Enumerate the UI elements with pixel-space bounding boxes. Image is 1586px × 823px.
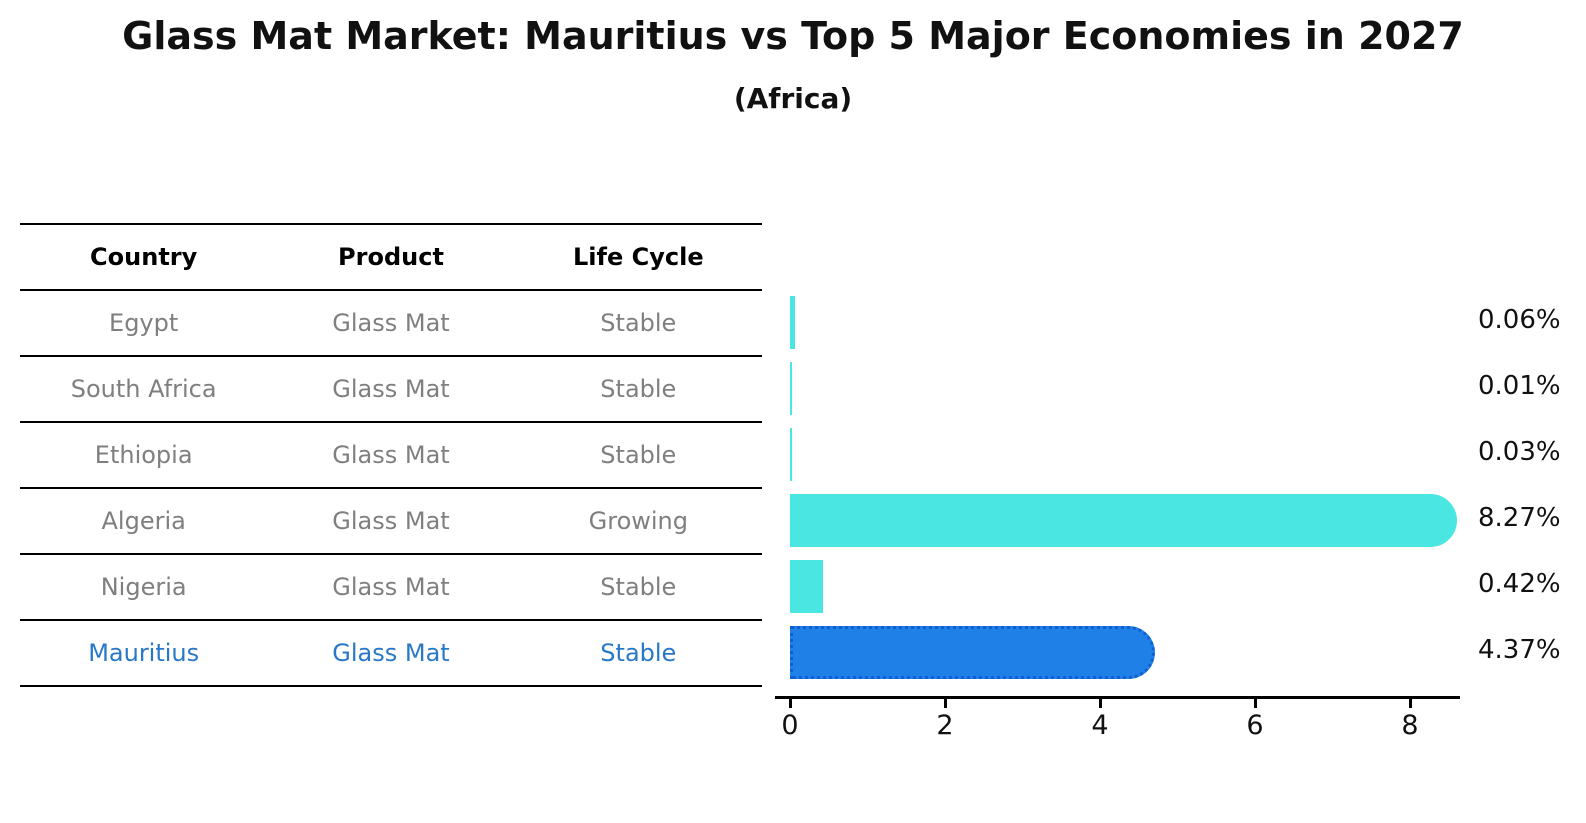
table-row-mauritius-cell-0: Mauritius	[88, 639, 200, 667]
table-row-south-africa: South Africa Glass Mat Stable	[20, 355, 762, 421]
country-table: Country Product Life Cycle Egypt Glass Mat St…	[20, 223, 762, 687]
table-row-ethiopia-cell-2: Stable	[600, 441, 677, 469]
table-row-mauritius-cell-2: Stable	[600, 639, 677, 667]
table-row-nigeria-cell-1: Glass Mat	[332, 573, 450, 601]
table-row-algeria: Algeria Glass Mat Growing	[20, 487, 762, 553]
x-tick-label-4: 4	[1091, 710, 1109, 741]
bar-ethiopia	[790, 427, 793, 481]
x-axis-spine	[775, 696, 1460, 699]
table-row-mauritius-cell-1: Glass Mat	[332, 639, 450, 667]
bar-egypt	[790, 295, 795, 349]
chart-title: Glass Mat Market: Mauritius vs Top 5 Maj…	[122, 14, 1464, 58]
x-tick-label-0: 0	[781, 710, 799, 741]
table-row-nigeria-cell-2: Stable	[600, 573, 677, 601]
bar-mauritius	[790, 625, 1155, 679]
table-row-mauritius: Mauritius Glass Mat Stable	[20, 619, 762, 685]
table-row-algeria-cell-1: Glass Mat	[332, 507, 450, 535]
value-label-egypt: 0.06%	[1478, 305, 1561, 335]
table-row-ethiopia-cell-1: Glass Mat	[332, 441, 450, 469]
table-row-south-africa-cell-0: South Africa	[70, 375, 217, 403]
chart-subtitle: (Africa)	[733, 82, 853, 115]
x-tick-mark-6	[1253, 699, 1257, 708]
table-row-algeria-cell-2: Growing	[588, 507, 688, 535]
table-row-south-africa-cell-2: Stable	[600, 375, 677, 403]
table-row-ethiopia-cell-0: Ethiopia	[94, 441, 193, 469]
value-label-nigeria: 0.42%	[1478, 569, 1561, 599]
table-row-egypt-cell-2: Stable	[600, 309, 677, 337]
table-header-row-cell-2: Life Cycle	[573, 243, 704, 271]
x-tick-mark-4	[1098, 699, 1102, 708]
table-row-nigeria-cell-0: Nigeria	[100, 573, 187, 601]
x-tick-label-6: 6	[1246, 710, 1264, 741]
x-tick-label-2: 2	[936, 710, 954, 741]
table-row-south-africa-cell-1: Glass Mat	[332, 375, 450, 403]
bar-south-africa	[790, 361, 792, 415]
table-row-egypt-cell-1: Glass Mat	[332, 309, 450, 337]
x-tick-label-8: 8	[1401, 710, 1419, 741]
table-header-row-cell-0: Country	[90, 243, 198, 271]
x-tick-mark-2	[943, 699, 947, 708]
table-row-egypt: Egypt Glass Mat Stable	[20, 289, 762, 355]
table-row-ethiopia: Ethiopia Glass Mat Stable	[20, 421, 762, 487]
value-label-mauritius: 4.37%	[1478, 635, 1561, 665]
table-header-row-cell-1: Product	[338, 243, 444, 271]
x-tick-mark-8	[1408, 699, 1412, 708]
bar-algeria	[790, 493, 1457, 547]
table-header-row: Country Product Life Cycle	[20, 223, 762, 289]
value-label-algeria: 8.27%	[1478, 503, 1561, 533]
bar-nigeria	[790, 559, 823, 613]
table-row-egypt-cell-0: Egypt	[109, 309, 179, 337]
table-row-nigeria: Nigeria Glass Mat Stable	[20, 553, 762, 619]
table-row-algeria-cell-0: Algeria	[101, 507, 186, 535]
value-label-south-africa: 0.01%	[1478, 371, 1561, 401]
value-label-ethiopia: 0.03%	[1478, 437, 1561, 467]
x-tick-mark-0	[788, 699, 792, 708]
